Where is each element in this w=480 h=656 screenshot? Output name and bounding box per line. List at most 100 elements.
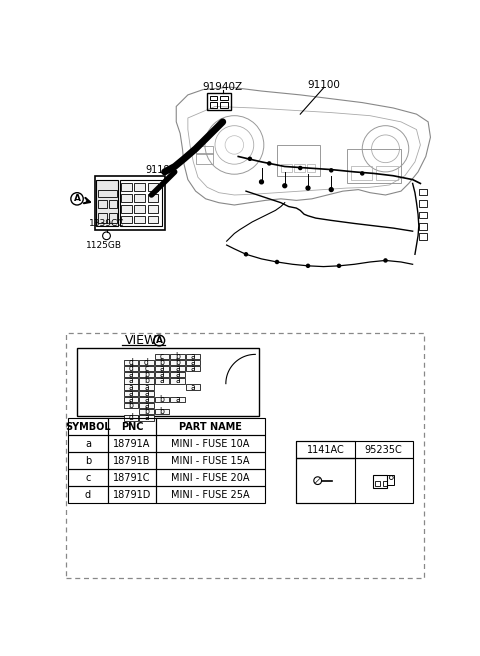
Bar [375,482,380,486]
Text: 91940Z: 91940Z [203,82,243,92]
Text: d: d [144,358,149,367]
Text: a: a [191,382,195,392]
Bar [123,366,138,371]
Text: d: d [129,358,133,367]
Bar [121,194,132,202]
Bar [155,372,169,377]
Circle shape [283,184,287,188]
Bar [68,469,108,486]
Bar [123,403,138,408]
Bar [68,452,108,469]
Circle shape [384,259,387,262]
Bar [196,146,213,154]
Bar [108,419,156,435]
Bar [220,102,228,108]
Circle shape [248,157,252,160]
Bar [121,205,132,213]
Bar [419,200,427,207]
Bar [383,482,387,486]
Bar [123,384,138,390]
Text: b: b [175,358,180,367]
Circle shape [306,186,310,190]
Text: MINI - FUSE 10A: MINI - FUSE 10A [171,439,250,449]
Bar [170,372,185,377]
Text: b: b [159,358,164,367]
Bar [156,452,264,469]
Bar [108,469,156,486]
Bar [123,415,138,420]
Text: a: a [85,439,91,449]
Text: a: a [191,352,195,361]
Bar [155,354,169,359]
Bar [207,93,230,110]
Text: A: A [73,194,81,203]
Bar [139,403,154,408]
Text: a: a [159,370,164,379]
Circle shape [330,169,333,172]
Circle shape [268,162,271,165]
Bar [108,435,156,452]
Bar [419,189,427,195]
Text: a: a [129,382,133,392]
Bar [66,333,424,578]
Bar [139,384,154,390]
Bar [419,224,427,230]
Bar [109,200,117,208]
Text: 91188: 91188 [145,165,176,174]
Text: a: a [144,382,149,392]
Bar [98,200,107,208]
Bar [387,475,395,485]
Bar [121,184,132,191]
Bar [170,379,185,384]
Text: d: d [85,489,91,499]
Bar [134,184,145,191]
Text: MINI - FUSE 25A: MINI - FUSE 25A [171,489,250,499]
Bar [139,397,154,402]
Circle shape [276,260,278,264]
Text: b: b [159,407,164,417]
Text: c: c [144,364,148,373]
Bar [139,409,154,415]
Bar [147,194,158,202]
Bar [155,409,169,415]
Bar [139,372,154,377]
Bar [68,486,108,503]
Bar [121,216,132,224]
Text: b: b [175,352,180,361]
Text: a: a [159,377,164,386]
Bar [156,486,264,503]
Text: c: c [160,352,164,361]
Text: a: a [191,358,195,367]
Text: a: a [144,413,149,422]
Bar [170,366,185,371]
Bar [68,419,108,435]
Text: 1125GB: 1125GB [86,241,122,249]
Text: a: a [129,377,133,386]
Bar [220,96,228,100]
Text: a: a [129,370,133,379]
Text: a: a [129,395,133,404]
Bar [376,166,398,180]
Text: 18791C: 18791C [113,472,151,483]
Bar [123,379,138,384]
Bar [296,441,413,459]
Bar [123,397,138,402]
Bar [186,354,200,359]
Text: b: b [144,407,149,417]
Bar [96,180,118,226]
Text: c: c [85,472,91,483]
Bar [95,176,165,230]
Bar [68,435,108,452]
Bar [347,149,401,184]
Text: 18791B: 18791B [113,456,151,466]
Bar [109,213,117,224]
Bar [139,390,154,396]
Bar [170,359,185,365]
Bar [155,397,169,402]
Bar [139,366,154,371]
Bar [108,452,156,469]
Bar [147,205,158,213]
Bar [196,154,213,164]
Bar [170,354,185,359]
Text: a: a [175,364,180,373]
